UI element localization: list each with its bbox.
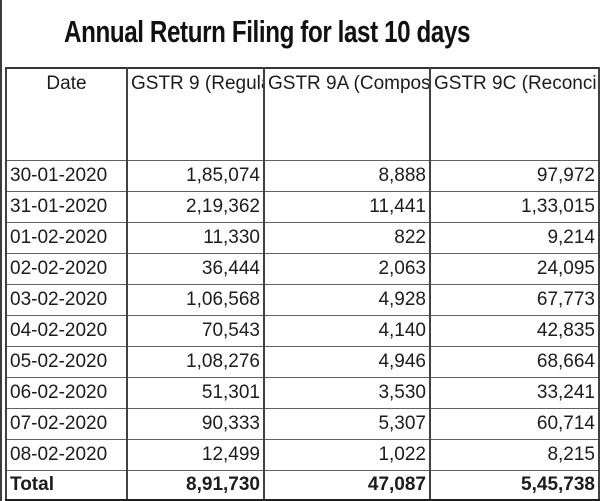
cell-gstr9: 11,330 [126,221,265,254]
page-title: Annual Return Filing for last 10 days [64,14,471,49]
cell-date: 07-02-2020 [5,407,128,440]
cell-date: 04-02-2020 [5,314,128,347]
cell-gstr9: 1,85,074 [126,159,265,192]
cell-gstr9a: 8,888 [263,159,431,192]
cell-date: 03-02-2020 [5,283,128,316]
table-row: 06-02-2020 51,301 3,530 33,241 [5,376,600,409]
column-header-gstr9c: GSTR 9C (Reconciliation Statement) [429,67,600,161]
cell-gstr9: 1,06,568 [126,283,265,316]
cell-gstr9: 90,333 [126,407,265,440]
cell-gstr9c: 67,773 [429,283,600,316]
total-row: Total 8,91,730 47,087 5,45,738 [5,469,600,501]
table-row: 08-02-2020 12,499 1,022 8,215 [5,438,600,471]
cell-gstr9a: 5,307 [263,407,431,440]
cell-date: 31-01-2020 [5,190,128,223]
cell-date: 06-02-2020 [5,376,128,409]
column-header-gstr9a: GSTR 9A (Composition taxpayers) [263,67,431,161]
cell-gstr9a: 3,530 [263,376,431,409]
cell-gstr9c: 24,095 [429,252,600,285]
page-left-edge-line [0,0,2,501]
cell-date: 08-02-2020 [5,438,128,471]
total-cell-gstr9c: 5,45,738 [429,469,600,501]
cell-gstr9a: 1,022 [263,438,431,471]
total-cell-gstr9a: 47,087 [263,469,431,501]
cell-gstr9c: 68,664 [429,345,600,378]
cell-gstr9a: 2,063 [263,252,431,285]
cell-gstr9c: 97,972 [429,159,600,192]
cell-date: 30-01-2020 [5,159,128,192]
cell-gstr9c: 42,835 [429,314,600,347]
cell-gstr9a: 4,140 [263,314,431,347]
table-row: 02-02-2020 36,444 2,063 24,095 [5,252,600,285]
cell-date: 01-02-2020 [5,221,128,254]
table-row: 07-02-2020 90,333 5,307 60,714 [5,407,600,440]
cell-gstr9c: 8,215 [429,438,600,471]
table-row: 31-01-2020 2,19,362 11,441 1,33,015 [5,190,600,223]
header-row: Date GSTR 9 (Regular taxpayers) GSTR 9A … [5,67,600,161]
total-cell-gstr9: 8,91,730 [126,469,265,501]
column-header-date: Date [5,67,128,161]
table-row: 05-02-2020 1,08,276 4,946 68,664 [5,345,600,378]
total-label: Total [5,469,128,501]
cell-gstr9c: 60,714 [429,407,600,440]
cell-gstr9: 70,543 [126,314,265,347]
cell-gstr9: 36,444 [126,252,265,285]
table-row: 03-02-2020 1,06,568 4,928 67,773 [5,283,600,316]
table-row: 30-01-2020 1,85,074 8,888 97,972 [5,159,600,192]
cell-gstr9: 2,19,362 [126,190,265,223]
cell-gstr9a: 822 [263,221,431,254]
cell-gstr9a: 4,946 [263,345,431,378]
column-header-gstr9: GSTR 9 (Regular taxpayers) [126,67,265,161]
table-row: 04-02-2020 70,543 4,140 42,835 [5,314,600,347]
cell-gstr9c: 1,33,015 [429,190,600,223]
cell-gstr9: 12,499 [126,438,265,471]
cell-date: 05-02-2020 [5,345,128,378]
cell-gstr9: 51,301 [126,376,265,409]
cell-date: 02-02-2020 [5,252,128,285]
cell-gstr9c: 9,214 [429,221,600,254]
annual-return-filing-table: Date GSTR 9 (Regular taxpayers) GSTR 9A … [5,67,600,501]
cell-gstr9: 1,08,276 [126,345,265,378]
table-row: 01-02-2020 11,330 822 9,214 [5,221,600,254]
cell-gstr9a: 11,441 [263,190,431,223]
cell-gstr9c: 33,241 [429,376,600,409]
cell-gstr9a: 4,928 [263,283,431,316]
